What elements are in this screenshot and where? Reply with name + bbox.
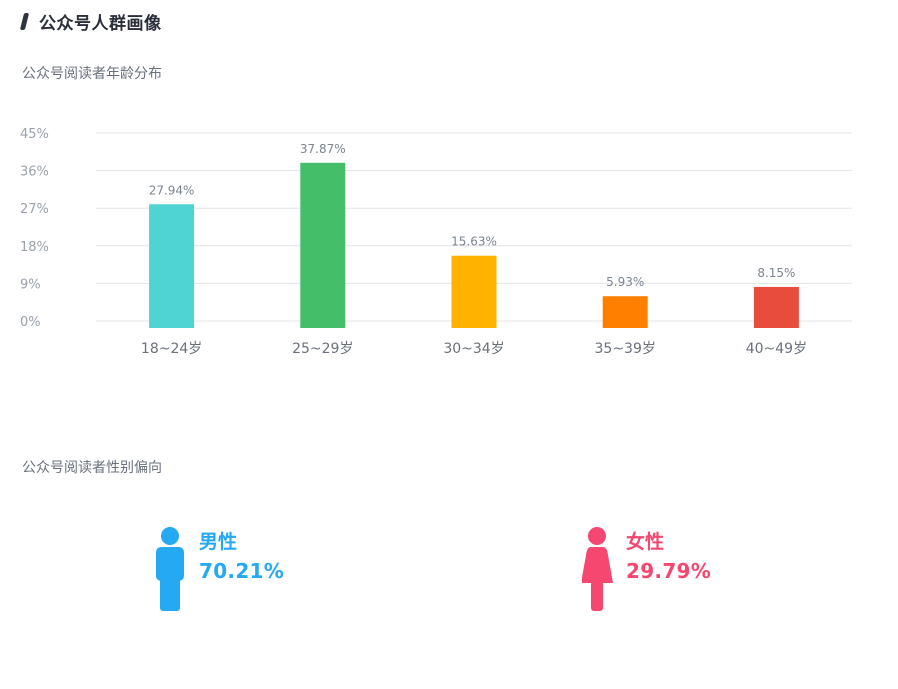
age-bar-chart: 0% 9% 18% 27% 36% 45% 27.94% 18~24岁 37.87% 25~29岁… <box>20 127 852 357</box>
x-tick-label: 40~49岁 <box>746 341 807 357</box>
bar <box>753 286 799 328</box>
male-percent: 70.21% <box>199 559 285 583</box>
x-tick-label: 30~34岁 <box>443 341 504 357</box>
y-tick-label: 45% <box>20 127 49 142</box>
page-title: 公众号人群画像 <box>39 14 162 34</box>
female-gender-block: 女性 29.79% <box>582 527 711 615</box>
female-figure-icon <box>582 527 613 611</box>
x-tick-label: 35~39岁 <box>595 341 656 357</box>
data-label: 8.15% <box>757 266 795 280</box>
y-tick-label: 18% <box>20 240 49 255</box>
x-tick-label: 25~29岁 <box>292 341 353 357</box>
page-header: 公众号人群画像 <box>19 9 162 34</box>
data-label: 15.63% <box>451 235 497 249</box>
male-label: 男性 <box>199 531 238 553</box>
female-label: 女性 <box>626 531 665 553</box>
y-tick-label: 27% <box>20 202 49 217</box>
x-tick-label: 18~24岁 <box>141 341 202 357</box>
age-section-label: 公众号阅读者年龄分布 <box>22 66 162 82</box>
male-gender-block: 男性 70.21% <box>155 527 284 615</box>
bar <box>451 255 497 328</box>
female-percent: 29.79% <box>626 559 712 583</box>
data-label: 27.94% <box>149 183 195 197</box>
data-label: 37.87% <box>300 142 346 156</box>
gender-section-label: 公众号阅读者性别偏向 <box>22 460 162 476</box>
male-figure-icon <box>156 527 184 611</box>
data-label: 5.93% <box>606 275 644 289</box>
y-tick-label: 0% <box>20 315 41 330</box>
bar <box>149 204 195 328</box>
y-tick-label: 9% <box>20 277 41 292</box>
bar <box>602 296 648 328</box>
bar <box>300 162 346 328</box>
y-tick-label: 36% <box>20 165 49 180</box>
